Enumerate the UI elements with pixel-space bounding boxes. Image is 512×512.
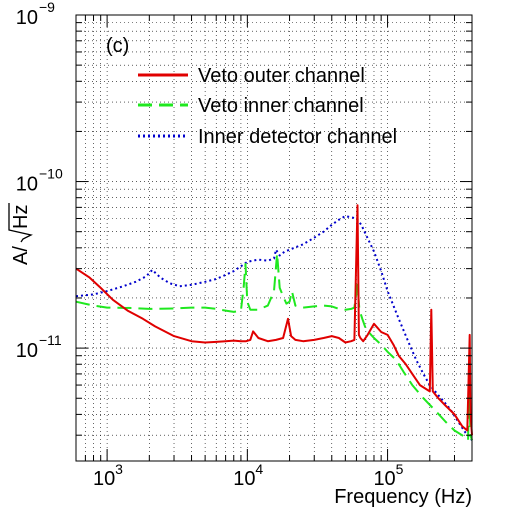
y-axis-title-prefix: A/ <box>10 246 32 265</box>
data-series <box>75 204 473 442</box>
legend: Veto outer channel Veto inner channel In… <box>138 65 397 148</box>
y-tick-label-exp: −9 <box>39 0 55 15</box>
y-tick-label: 10 −9 <box>16 0 55 29</box>
y-tick-label-base: 10 <box>16 340 38 362</box>
x-tick-label-base: 10 <box>233 468 255 490</box>
x-tick-label: 10 5 <box>373 461 403 490</box>
x-tick-label-exp: 4 <box>255 461 263 477</box>
x-tick-label: 10 4 <box>233 461 263 490</box>
x-tick-label-exp: 3 <box>115 461 123 477</box>
y-tick-label-exp: −11 <box>39 332 62 348</box>
legend-label-veto-inner: Veto inner channel <box>198 95 364 117</box>
y-tick-label-exp: −10 <box>39 166 63 182</box>
series-line-veto-outer-channel <box>75 204 473 436</box>
series-line-inner-detector-channel <box>75 215 473 441</box>
y-axis-sqrt-sign <box>8 203 33 243</box>
legend-label-inner-detector: Inner detector channel <box>198 126 397 148</box>
y-tick-label: 10 −11 <box>16 332 62 362</box>
y-axis-title-radicand: Hz <box>10 205 32 229</box>
y-axis-title: A/ Hz <box>8 203 33 265</box>
axis-ticks <box>75 15 473 461</box>
plot-frame <box>75 14 473 462</box>
x-tick-label-base: 10 <box>373 468 395 490</box>
y-tick-label-base: 10 <box>16 174 38 196</box>
plot-area <box>76 15 472 461</box>
series-line-veto-inner-channel <box>75 252 473 442</box>
legend-label-veto-outer: Veto outer channel <box>198 65 365 87</box>
x-tick-label-exp: 5 <box>396 461 404 477</box>
y-tick-label: 10 −10 <box>16 166 63 196</box>
x-axis-title: Frequency (Hz) <box>334 486 472 508</box>
x-tick-label-base: 10 <box>93 468 115 490</box>
y-tick-label-base: 10 <box>16 7 38 29</box>
x-tick-label: 10 3 <box>93 461 123 490</box>
panel-label: (c) <box>106 35 129 57</box>
